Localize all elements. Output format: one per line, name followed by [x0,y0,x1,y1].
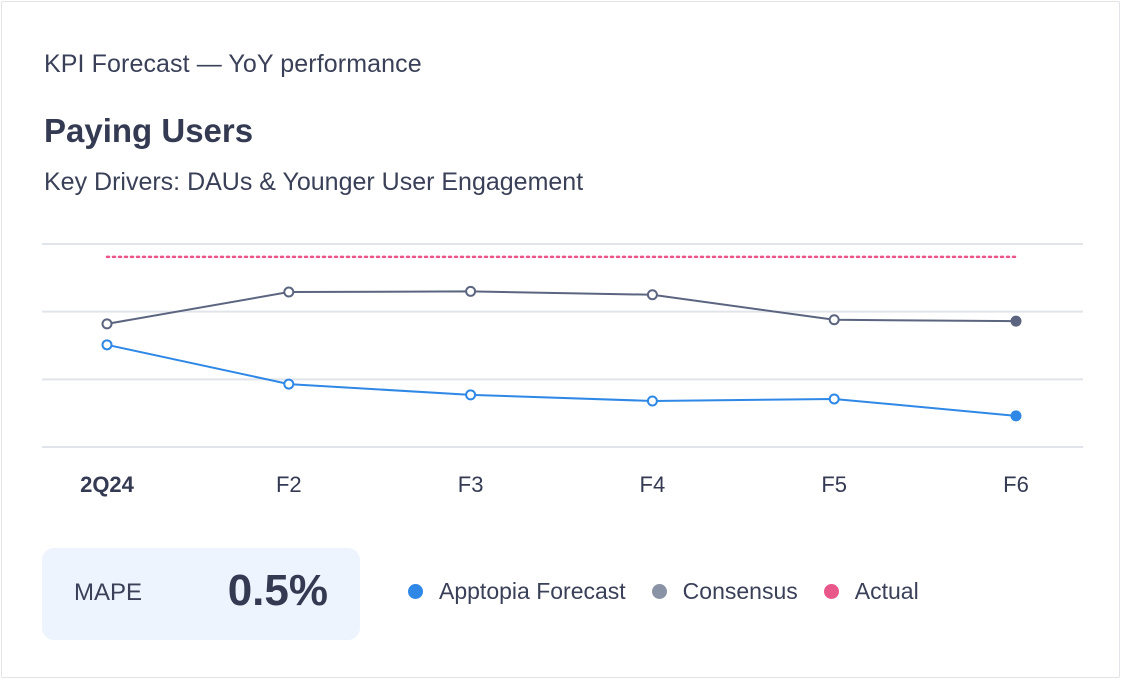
point-consensus[interactable] [283,286,295,298]
point-apptopia[interactable] [646,395,658,407]
mape-label: MAPE [74,579,143,606]
point-consensus[interactable] [465,285,477,297]
point-apptopia[interactable] [283,378,295,390]
x-tick-label: F4 [640,472,666,497]
x-tick-label: 2Q24 [80,472,135,497]
legend-dot-apptopia-icon [408,584,423,599]
x-tick-label: F6 [1003,472,1029,497]
chart-legend: Apptopia Forecast Consensus Actual [408,578,945,605]
card-subtitle: Key Drivers: DAUs & Younger User Engagem… [44,168,584,196]
point-apptopia[interactable] [1010,410,1022,422]
point-apptopia[interactable] [828,393,840,405]
series-layer [101,255,1022,422]
card-kicker: KPI Forecast — YoY performance [44,50,422,78]
point-consensus[interactable] [1010,315,1022,327]
point-consensus[interactable] [646,289,658,301]
legend-item-actual[interactable]: Actual [823,578,919,605]
grid-lines [42,243,1083,448]
x-tick-label: F3 [458,472,484,497]
point-apptopia[interactable] [465,389,477,401]
mape-value: 0.5% [227,566,328,615]
legend-item-apptopia[interactable]: Apptopia Forecast [408,578,626,605]
legend-dot-consensus-icon [651,584,667,599]
point-apptopia[interactable] [101,339,113,351]
series-line-apptopia [106,343,1017,417]
mape-box: MAPE 0.5% [42,548,360,640]
legend-label-actual: Actual [854,578,919,604]
card-title: Paying Users [44,112,254,149]
legend-label-consensus: Consensus [682,578,798,604]
x-axis-ticks: 2Q24 F2 F3 F4 F5 F6 [80,472,1029,497]
legend-item-consensus[interactable]: Consensus [651,578,798,605]
line-chart: 2Q24 F2 F3 F4 F5 F6 [42,243,1083,497]
x-tick-label: F5 [821,472,847,497]
point-consensus[interactable] [101,318,113,330]
point-consensus[interactable] [828,314,840,326]
legend-label-apptopia: Apptopia Forecast [439,578,626,604]
legend-dot-actual-icon [823,584,839,599]
x-tick-label: F2 [276,472,302,497]
series-line-consensus [106,290,1017,325]
